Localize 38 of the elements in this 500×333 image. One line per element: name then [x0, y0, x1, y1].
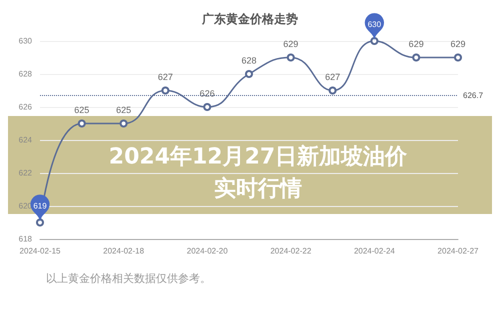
data-label: 626	[200, 88, 215, 98]
point	[370, 37, 378, 45]
point	[454, 54, 462, 62]
y-tick-label: 622	[18, 168, 33, 178]
y-tick-label: 624	[18, 136, 33, 144]
data-label: 627	[158, 72, 173, 82]
y-tick-label: 618	[18, 234, 33, 244]
ref-line-label: 626.7	[463, 90, 484, 100]
data-label: 629	[408, 39, 424, 49]
data-label: 627	[325, 72, 340, 82]
y-tick-label: 628	[18, 70, 33, 78]
point	[36, 218, 44, 226]
data-label: 625	[74, 105, 90, 115]
data-label: 625	[116, 105, 132, 115]
point	[120, 120, 128, 128]
x-tick-label: 2024-02-24	[354, 246, 396, 256]
chart-title: 广东黄金价格走势	[201, 12, 298, 26]
point	[78, 120, 86, 128]
annotation: 2024年12月27日新加坡油价实时行情	[108, 144, 408, 202]
point	[245, 70, 253, 78]
data-label: 629	[283, 39, 298, 49]
text: 以上黄金价格相关数据仅供参考。	[46, 272, 211, 285]
point	[412, 54, 420, 62]
point	[286, 54, 295, 62]
x-tick-label: 2024-02-15	[20, 246, 62, 256]
point	[161, 86, 170, 94]
data-label: 630	[368, 20, 382, 29]
x-tick-label: 2024-02-20	[186, 246, 228, 256]
data-label: 619	[33, 201, 48, 210]
point	[328, 86, 337, 94]
x-tick-label: 2024-02-27	[438, 246, 480, 256]
data-label: 629	[450, 39, 466, 49]
point	[203, 103, 212, 111]
x-tick-label: 2024-02-18	[103, 246, 145, 256]
y-tick-label: 626	[18, 102, 33, 112]
y-tick-label: 630	[18, 36, 33, 46]
data-label: 628	[241, 56, 257, 66]
x-tick-label: 2024-02-22	[270, 246, 312, 256]
